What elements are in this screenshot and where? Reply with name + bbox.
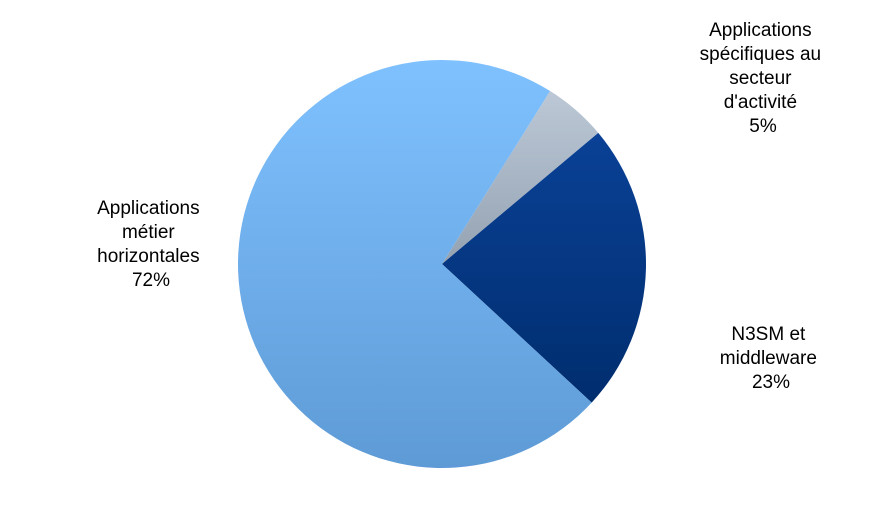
slice-label-sector-apps: Applications spécifiques au secteur d'ac…: [700, 20, 827, 137]
pie-labels: Applications spécifiques au secteur d'ac…: [97, 20, 827, 393]
slice-label-n3sm-middleware: N3SM et middleware 23%: [720, 324, 822, 393]
pie-slices: [237, 60, 647, 469]
pie-slice-sector-apps: [442, 91, 599, 264]
pie-slice-horizontal-apps: [237, 60, 592, 469]
slice-label-horizontal-apps: Applications métier horizontales 72%: [97, 198, 205, 291]
pie-slice-n3sm-middleware: [442, 132, 647, 403]
